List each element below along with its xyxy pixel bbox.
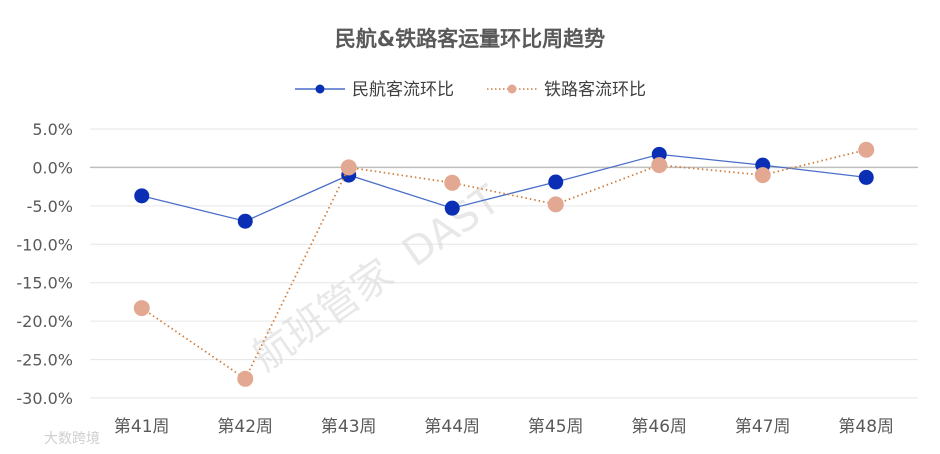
series-point-1 bbox=[547, 196, 564, 213]
y-tick-label: 0.0% bbox=[32, 158, 73, 177]
watermark-text: 航班管家 bbox=[244, 251, 401, 380]
series-1 bbox=[133, 141, 875, 387]
series-point-1 bbox=[444, 174, 461, 191]
y-tick-label: -20.0% bbox=[16, 312, 73, 331]
series-point-0 bbox=[134, 188, 150, 204]
x-tick-label: 第47周 bbox=[735, 417, 791, 437]
series-point-1 bbox=[133, 300, 150, 317]
watermark: 航班管家 DAST 大数跨境 bbox=[44, 177, 509, 447]
y-tick-label: -5.0% bbox=[27, 197, 73, 216]
x-tick-label: 第44周 bbox=[424, 417, 480, 437]
y-tick-label: -25.0% bbox=[16, 351, 73, 370]
series-layer bbox=[133, 141, 875, 387]
x-tick-label: 第41周 bbox=[114, 417, 170, 437]
legend-label-0: 民航客流环比 bbox=[352, 80, 454, 100]
x-tick-label: 第43周 bbox=[321, 417, 377, 437]
corner-watermark-text: 大数跨境 bbox=[44, 431, 100, 447]
y-axis-ticks: 5.0% 0.0% -5.0% -10.0% -15.0% -20.0% -25.0% -30… bbox=[16, 120, 73, 408]
series-point-0 bbox=[858, 169, 874, 185]
gridlines bbox=[90, 128, 918, 399]
y-tick-label: -10.0% bbox=[16, 235, 73, 254]
y-tick-label: -15.0% bbox=[16, 274, 73, 293]
legend: 民航客流环比 铁路客流环比 bbox=[295, 80, 646, 100]
legend-marker-1 bbox=[507, 84, 517, 94]
y-tick-label: 5.0% bbox=[32, 120, 73, 139]
legend-item-1: 铁路客流环比 bbox=[487, 80, 646, 100]
series-point-1 bbox=[858, 141, 875, 158]
legend-label-1: 铁路客流环比 bbox=[544, 80, 646, 100]
y-tick-label: -30.0% bbox=[16, 389, 73, 408]
series-point-1 bbox=[340, 159, 357, 176]
series-point-0 bbox=[548, 174, 564, 190]
watermark-sub-text: DAST bbox=[394, 177, 509, 277]
x-tick-label: 第46周 bbox=[631, 417, 687, 437]
legend-marker-0 bbox=[315, 84, 325, 94]
series-line-0 bbox=[141, 153, 867, 222]
chart-title: 民航&铁路客运量环比周趋势 bbox=[335, 27, 605, 51]
series-point-1 bbox=[754, 167, 771, 184]
series-point-0 bbox=[444, 200, 460, 216]
x-tick-label: 第42周 bbox=[217, 417, 273, 437]
x-axis-ticks: 第41周 第42周 第43周 第44周 第45周 第46周 第47周 第48周 bbox=[114, 417, 894, 437]
series-point-1 bbox=[651, 157, 668, 174]
series-point-0 bbox=[237, 213, 253, 229]
x-tick-label: 第48周 bbox=[838, 417, 894, 437]
series-point-1 bbox=[237, 370, 254, 387]
series-line-1 bbox=[141, 148, 867, 381]
legend-item-0: 民航客流环比 bbox=[295, 80, 454, 100]
x-tick-label: 第45周 bbox=[528, 417, 584, 437]
